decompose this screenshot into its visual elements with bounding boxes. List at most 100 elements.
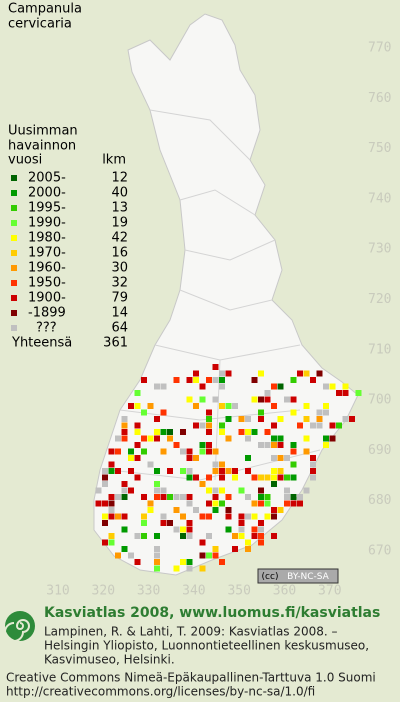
- occurrence-square: [128, 448, 134, 455]
- species-name: cervicaria: [8, 17, 72, 32]
- occurrence-square: [232, 468, 238, 474]
- occurrence-square: [212, 377, 219, 383]
- occurrence-square: [336, 390, 342, 396]
- occurrence-square: [258, 494, 264, 500]
- occurrence-square: [303, 370, 310, 377]
- occurrence-square: [199, 442, 206, 448]
- occurrence-square: [225, 416, 232, 422]
- occurrence-square: [290, 442, 297, 448]
- occurrence-square: [271, 533, 277, 539]
- occurrence-square: [193, 422, 199, 429]
- occurrence-square: [225, 513, 232, 520]
- occurrence-square: [134, 474, 141, 481]
- license: Creative Commons Nimeä-Epäkaupallinen-Ta…: [6, 671, 376, 685]
- occurrence-square: [290, 500, 297, 507]
- occurrence-square: [238, 429, 245, 435]
- occurrence-square: [264, 390, 271, 396]
- occurrence-square: [206, 416, 212, 422]
- occurrence-square: [102, 539, 108, 546]
- occurrence-square: [160, 494, 167, 500]
- occurrence-square: [245, 455, 251, 461]
- occurrence-square: [173, 565, 180, 572]
- occurrence-square: [154, 494, 160, 500]
- occurrence-square: [121, 435, 128, 442]
- occurrence-square: [186, 565, 193, 572]
- occurrence-square: [290, 396, 297, 403]
- occurrence-square: [193, 403, 199, 409]
- occurrence-square: [180, 494, 186, 500]
- occurrence-square: [310, 461, 316, 468]
- occurrence-square: [284, 474, 290, 481]
- occurrence-square: [186, 468, 193, 474]
- northing-label: 670: [368, 544, 391, 559]
- occurrence-square: [258, 396, 264, 403]
- occurrence-square: [206, 429, 212, 435]
- occurrence-square: [303, 416, 310, 422]
- occurrence-square: [160, 487, 167, 494]
- occurrence-square: [193, 474, 199, 481]
- occurrence-square: [219, 500, 225, 507]
- occurrence-square: [225, 494, 232, 500]
- legend-label: 2000-: [28, 186, 66, 201]
- occurrence-square: [258, 500, 264, 507]
- occurrence-square: [206, 474, 212, 481]
- easting-label: 330: [137, 584, 160, 599]
- citation: Kasvimuseo, Helsinki.: [44, 653, 175, 667]
- occurrence-square: [238, 533, 245, 539]
- occurrence-square: [290, 461, 297, 468]
- occurrence-square: [154, 416, 160, 422]
- occurrence-square: [251, 513, 258, 520]
- easting-label: 370: [318, 584, 341, 599]
- occurrence-square: [173, 377, 180, 383]
- occurrence-square: [316, 370, 323, 377]
- occurrence-square: [271, 468, 277, 474]
- legend-column: lkm: [102, 153, 126, 168]
- occurrence-square: [134, 390, 141, 396]
- occurrence-square: [180, 448, 186, 455]
- legend-count: 19: [111, 216, 128, 231]
- occurrence-square: [186, 474, 193, 481]
- occurrence-square: [167, 520, 173, 526]
- occurrence-square: [186, 500, 193, 507]
- legend-swatch: [11, 220, 17, 226]
- occurrence-square: [102, 513, 108, 520]
- occurrence-square: [160, 513, 167, 520]
- occurrence-square: [134, 422, 141, 429]
- occurrence-square: [232, 474, 238, 481]
- occurrence-square: [154, 481, 160, 487]
- occurrence-square: [245, 429, 251, 435]
- occurrence-square: [323, 435, 329, 442]
- occurrence-square: [264, 396, 271, 403]
- occurrence-square: [245, 513, 251, 520]
- occurrence-square: [342, 383, 349, 390]
- occurrence-square: [108, 448, 115, 455]
- occurrence-square: [258, 539, 264, 546]
- occurrence-square: [271, 455, 277, 461]
- occurrence-square: [219, 461, 225, 468]
- occurrence-square: [128, 552, 134, 559]
- legend-label: 1970-: [28, 246, 66, 261]
- occurrence-square: [186, 455, 193, 461]
- occurrence-square: [232, 533, 238, 539]
- occurrence-square: [245, 468, 251, 474]
- legend-count: 16: [111, 246, 128, 261]
- legend-swatch: [11, 235, 17, 241]
- occurrence-square: [134, 403, 141, 409]
- occurrence-square: [115, 448, 121, 455]
- occurrence-square: [310, 474, 316, 481]
- occurrence-square: [290, 474, 297, 481]
- occurrence-square: [258, 526, 264, 533]
- occurrence-square: [251, 474, 258, 481]
- occurrence-square: [297, 500, 303, 507]
- occurrence-square: [238, 416, 245, 422]
- easting-label: 320: [92, 584, 115, 599]
- occurrence-square: [303, 448, 310, 455]
- occurrence-square: [271, 481, 277, 487]
- occurrence-square: [134, 559, 141, 565]
- occurrence-square: [258, 474, 264, 481]
- northing-label: 730: [368, 242, 391, 257]
- occurrence-square: [238, 513, 245, 520]
- occurrence-square: [108, 461, 115, 468]
- occurrence-square: [108, 539, 115, 546]
